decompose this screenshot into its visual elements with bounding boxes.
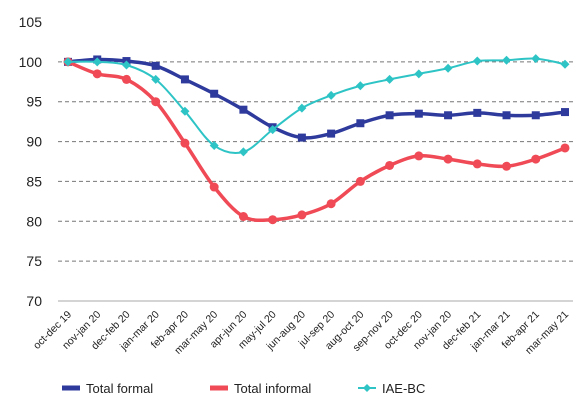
marker xyxy=(531,111,540,120)
y-tick-label: 90 xyxy=(26,134,42,150)
marker xyxy=(180,75,189,84)
marker xyxy=(473,108,482,117)
marker xyxy=(209,141,219,151)
marker xyxy=(297,210,307,220)
series-line xyxy=(67,57,566,155)
marker xyxy=(209,182,219,192)
marker xyxy=(238,212,248,222)
marker xyxy=(297,103,307,113)
marker xyxy=(414,109,423,118)
y-tick-label: 70 xyxy=(26,293,42,309)
legend-label: Total informal xyxy=(234,381,311,396)
marker xyxy=(151,74,161,84)
marker xyxy=(297,133,306,142)
marker xyxy=(385,74,395,84)
marker xyxy=(151,97,161,107)
y-tick-label: 75 xyxy=(26,253,42,269)
legend-item: Total formal xyxy=(62,381,153,396)
marker xyxy=(326,90,336,100)
marker xyxy=(560,59,570,69)
marker xyxy=(210,89,219,98)
marker xyxy=(560,143,570,153)
marker xyxy=(151,61,160,70)
y-tick-label: 100 xyxy=(19,54,43,70)
marker xyxy=(531,54,541,64)
marker xyxy=(502,111,511,120)
marker xyxy=(326,199,336,209)
marker xyxy=(443,154,453,164)
marker xyxy=(531,154,541,164)
marker xyxy=(238,147,248,157)
y-tick-label: 80 xyxy=(26,213,42,229)
y-tick-label: 85 xyxy=(26,173,42,189)
marker xyxy=(414,151,424,161)
legend-item: IAE-BC xyxy=(358,381,425,396)
legend-item: Total informal xyxy=(210,381,311,396)
marker xyxy=(444,111,453,120)
marker xyxy=(472,56,482,66)
marker xyxy=(121,60,131,70)
marker xyxy=(414,69,424,79)
marker xyxy=(268,125,278,135)
marker xyxy=(63,57,73,67)
marker xyxy=(180,138,190,148)
marker xyxy=(268,215,278,225)
legend-marker xyxy=(363,384,371,392)
legend-label: Total formal xyxy=(86,381,153,396)
marker xyxy=(92,57,102,67)
marker xyxy=(472,159,482,169)
marker xyxy=(561,108,569,117)
y-tick-label: 95 xyxy=(26,94,42,110)
marker xyxy=(385,160,395,170)
marker xyxy=(502,55,512,65)
marker xyxy=(180,106,190,116)
marker xyxy=(327,129,336,138)
marker xyxy=(356,119,365,128)
legend-label: IAE-BC xyxy=(382,381,425,396)
marker xyxy=(502,161,512,171)
y-tick-label: 105 xyxy=(19,14,43,30)
marker xyxy=(355,176,365,186)
marker xyxy=(443,63,453,73)
marker xyxy=(121,74,131,84)
marker xyxy=(92,69,102,79)
marker xyxy=(239,105,248,114)
series-line xyxy=(67,60,566,222)
marker xyxy=(355,81,365,91)
marker xyxy=(385,111,394,120)
